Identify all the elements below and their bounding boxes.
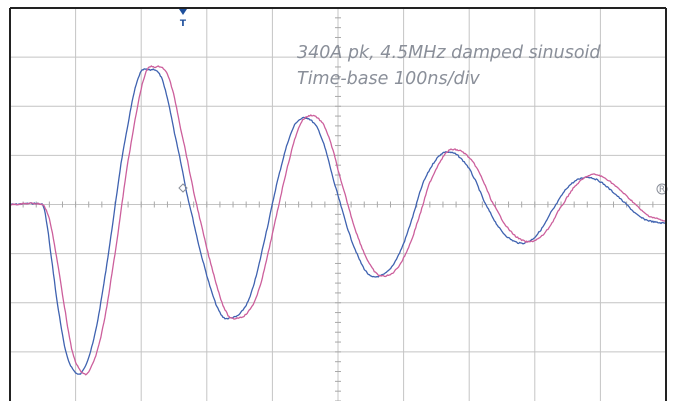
trigger-label: T xyxy=(180,19,187,29)
annotation-line-2: Time-base 100ns/div xyxy=(297,69,480,89)
center-axis-ticks xyxy=(9,7,667,401)
waveform-traces xyxy=(9,65,667,376)
scope-markers: TR xyxy=(178,9,668,195)
reference-marker-label: R xyxy=(659,185,665,195)
plot-frame xyxy=(9,7,667,401)
annotation-line-1: 340A pk, 4.5MHz damped sinusoid xyxy=(297,43,601,63)
cursor-diamond-icon xyxy=(178,183,188,193)
trigger-arrow-icon xyxy=(179,9,187,15)
waveform-trace-2 xyxy=(10,65,667,376)
annotation-block: 340A pk, 4.5MHz damped sinusoid Time-bas… xyxy=(297,43,601,89)
waveform-trace-1 xyxy=(9,68,667,375)
